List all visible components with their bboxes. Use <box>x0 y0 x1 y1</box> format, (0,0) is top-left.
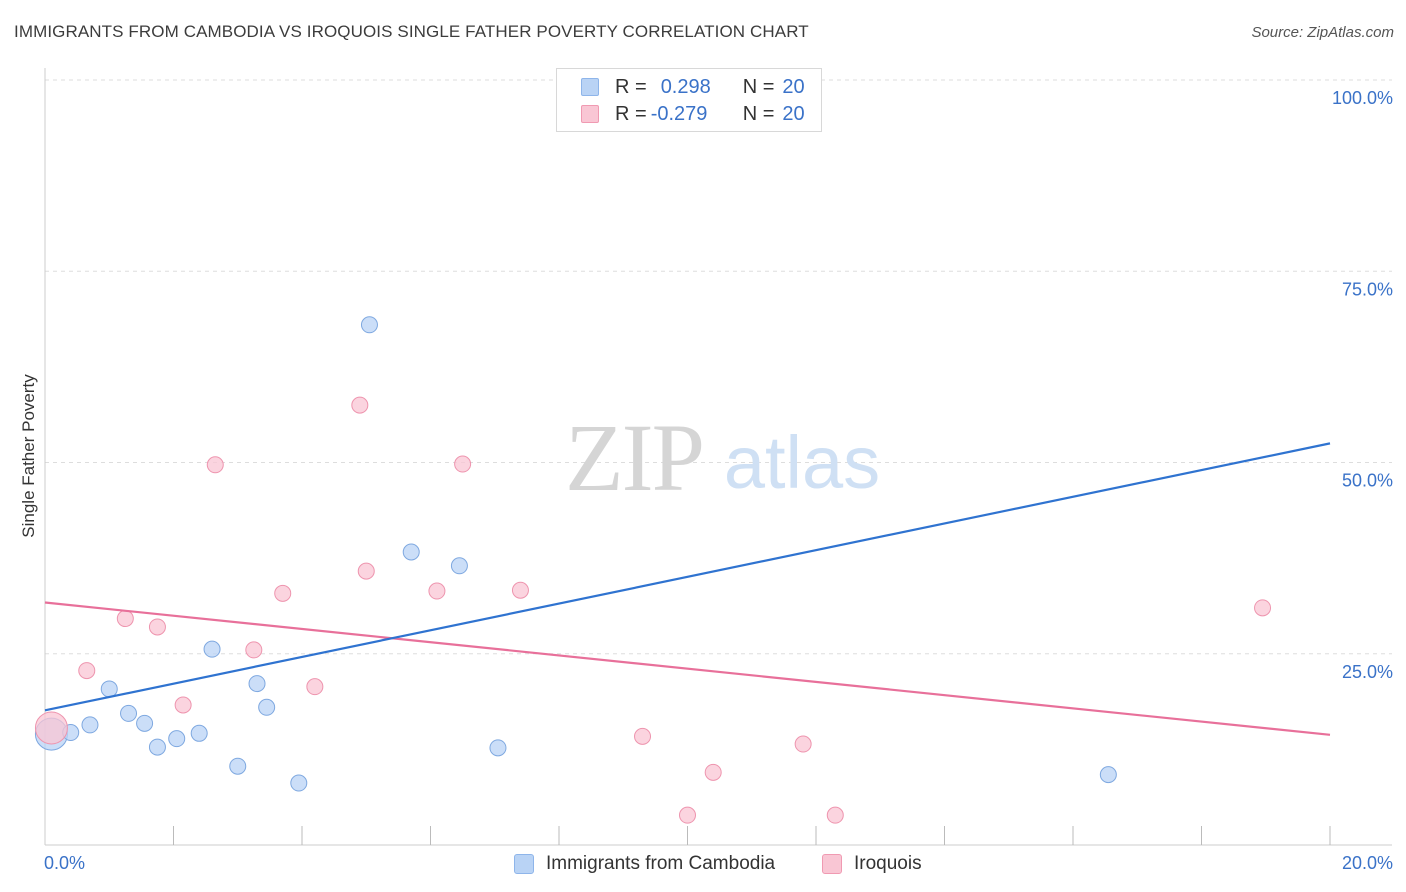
data-point-cambodia <box>120 704 138 722</box>
legend-n-label: N = <box>742 75 775 98</box>
legend-swatch-cambodia <box>581 78 599 96</box>
y-tick-label: 75.0% <box>1342 279 1393 299</box>
data-point-iroquois <box>634 727 652 745</box>
data-point-iroquois <box>174 696 192 714</box>
legend-r-value: 0.298 <box>660 75 711 98</box>
x-tick-label: 0.0% <box>44 853 85 873</box>
data-point-cambodia <box>489 739 507 757</box>
data-point-iroquois <box>794 735 812 753</box>
data-point-iroquois <box>78 662 96 680</box>
source-label: Source: ZipAtlas.com <box>1251 24 1394 41</box>
data-point-iroquois <box>1254 599 1272 617</box>
data-point-cambodia <box>168 730 186 748</box>
data-point-iroquois <box>116 610 134 628</box>
data-point-cambodia <box>203 640 221 658</box>
series-legend-cambodia: Immigrants from Cambodia <box>514 850 775 878</box>
trend-line-cambodia <box>44 442 1331 712</box>
watermark-atlas: atlas <box>724 421 880 504</box>
data-point-iroquois <box>357 562 375 580</box>
data-point-cambodia <box>148 738 166 756</box>
legend-swatch-iroquois <box>581 105 599 123</box>
data-point-iroquois <box>454 455 472 473</box>
y-tick-label: 100.0% <box>1332 88 1393 108</box>
data-point-iroquois <box>511 581 529 599</box>
legend-n-value: 20 <box>782 102 805 125</box>
legend-n-value: 20 <box>782 75 805 98</box>
data-point-cambodia <box>258 698 276 716</box>
grid-lines <box>45 79 1392 655</box>
series-swatch-iroquois <box>822 854 842 874</box>
data-point-iroquois <box>704 763 722 781</box>
tick-labels: 25.0% 50.0% 75.0% 100.0% 0.0% 20.0% <box>44 88 1393 873</box>
data-point-iroquois <box>306 678 324 696</box>
data-point-cambodia <box>100 680 118 698</box>
data-point-cambodia <box>450 557 468 575</box>
legend-n-label: N = <box>742 102 775 125</box>
legend-r-label: R = <box>615 75 647 98</box>
data-point-cambodia <box>136 714 154 732</box>
correlation-legend: R = 0.298 N = 20 R = -0.279 N = 20 <box>556 68 822 132</box>
legend-r-value: -0.279 <box>650 102 708 125</box>
data-point-iroquois <box>428 582 446 600</box>
data-point-iroquois <box>351 396 369 414</box>
series-name-iroquois: Iroquois <box>854 853 922 874</box>
data-point-cambodia <box>360 316 378 334</box>
data-point-iroquois <box>826 806 844 824</box>
watermark-zip: ZIP <box>565 404 703 511</box>
data-point-iroquois <box>148 618 166 636</box>
y-tick-label: 25.0% <box>1342 662 1393 682</box>
data-point-iroquois <box>679 806 696 824</box>
data-point-iroquois <box>34 711 68 745</box>
x-tick-label: 20.0% <box>1342 853 1393 873</box>
data-point-cambodia <box>190 724 208 742</box>
y-axis-label: Single Father Poverty <box>19 374 38 538</box>
series-legend-iroquois: Iroquois <box>822 850 922 878</box>
trend-line-iroquois <box>44 601 1331 736</box>
axes <box>44 68 1392 846</box>
data-point-iroquois <box>206 456 224 474</box>
data-point-cambodia <box>81 716 99 734</box>
data-point-cambodia <box>229 757 247 775</box>
series-swatch-cambodia <box>514 854 534 874</box>
series-name-cambodia: Immigrants from Cambodia <box>546 853 776 874</box>
data-point-cambodia <box>248 675 266 693</box>
legend-row-cambodia: R = 0.298 N = 20 <box>581 74 805 100</box>
data-point-cambodia <box>290 774 308 792</box>
y-tick-label: 50.0% <box>1342 471 1393 491</box>
data-point-cambodia <box>1099 766 1117 784</box>
legend-row-iroquois: R = -0.279 N = 20 <box>581 101 805 127</box>
data-point-iroquois <box>245 641 263 659</box>
chart-title: IMMIGRANTS FROM CAMBODIA VS IROQUOIS SIN… <box>14 22 809 41</box>
data-point-cambodia <box>402 543 420 561</box>
legend-r-label: R = <box>615 102 647 125</box>
trend-lines <box>44 442 1331 736</box>
data-point-iroquois <box>274 584 292 602</box>
watermark: ZIP atlas <box>565 404 880 511</box>
